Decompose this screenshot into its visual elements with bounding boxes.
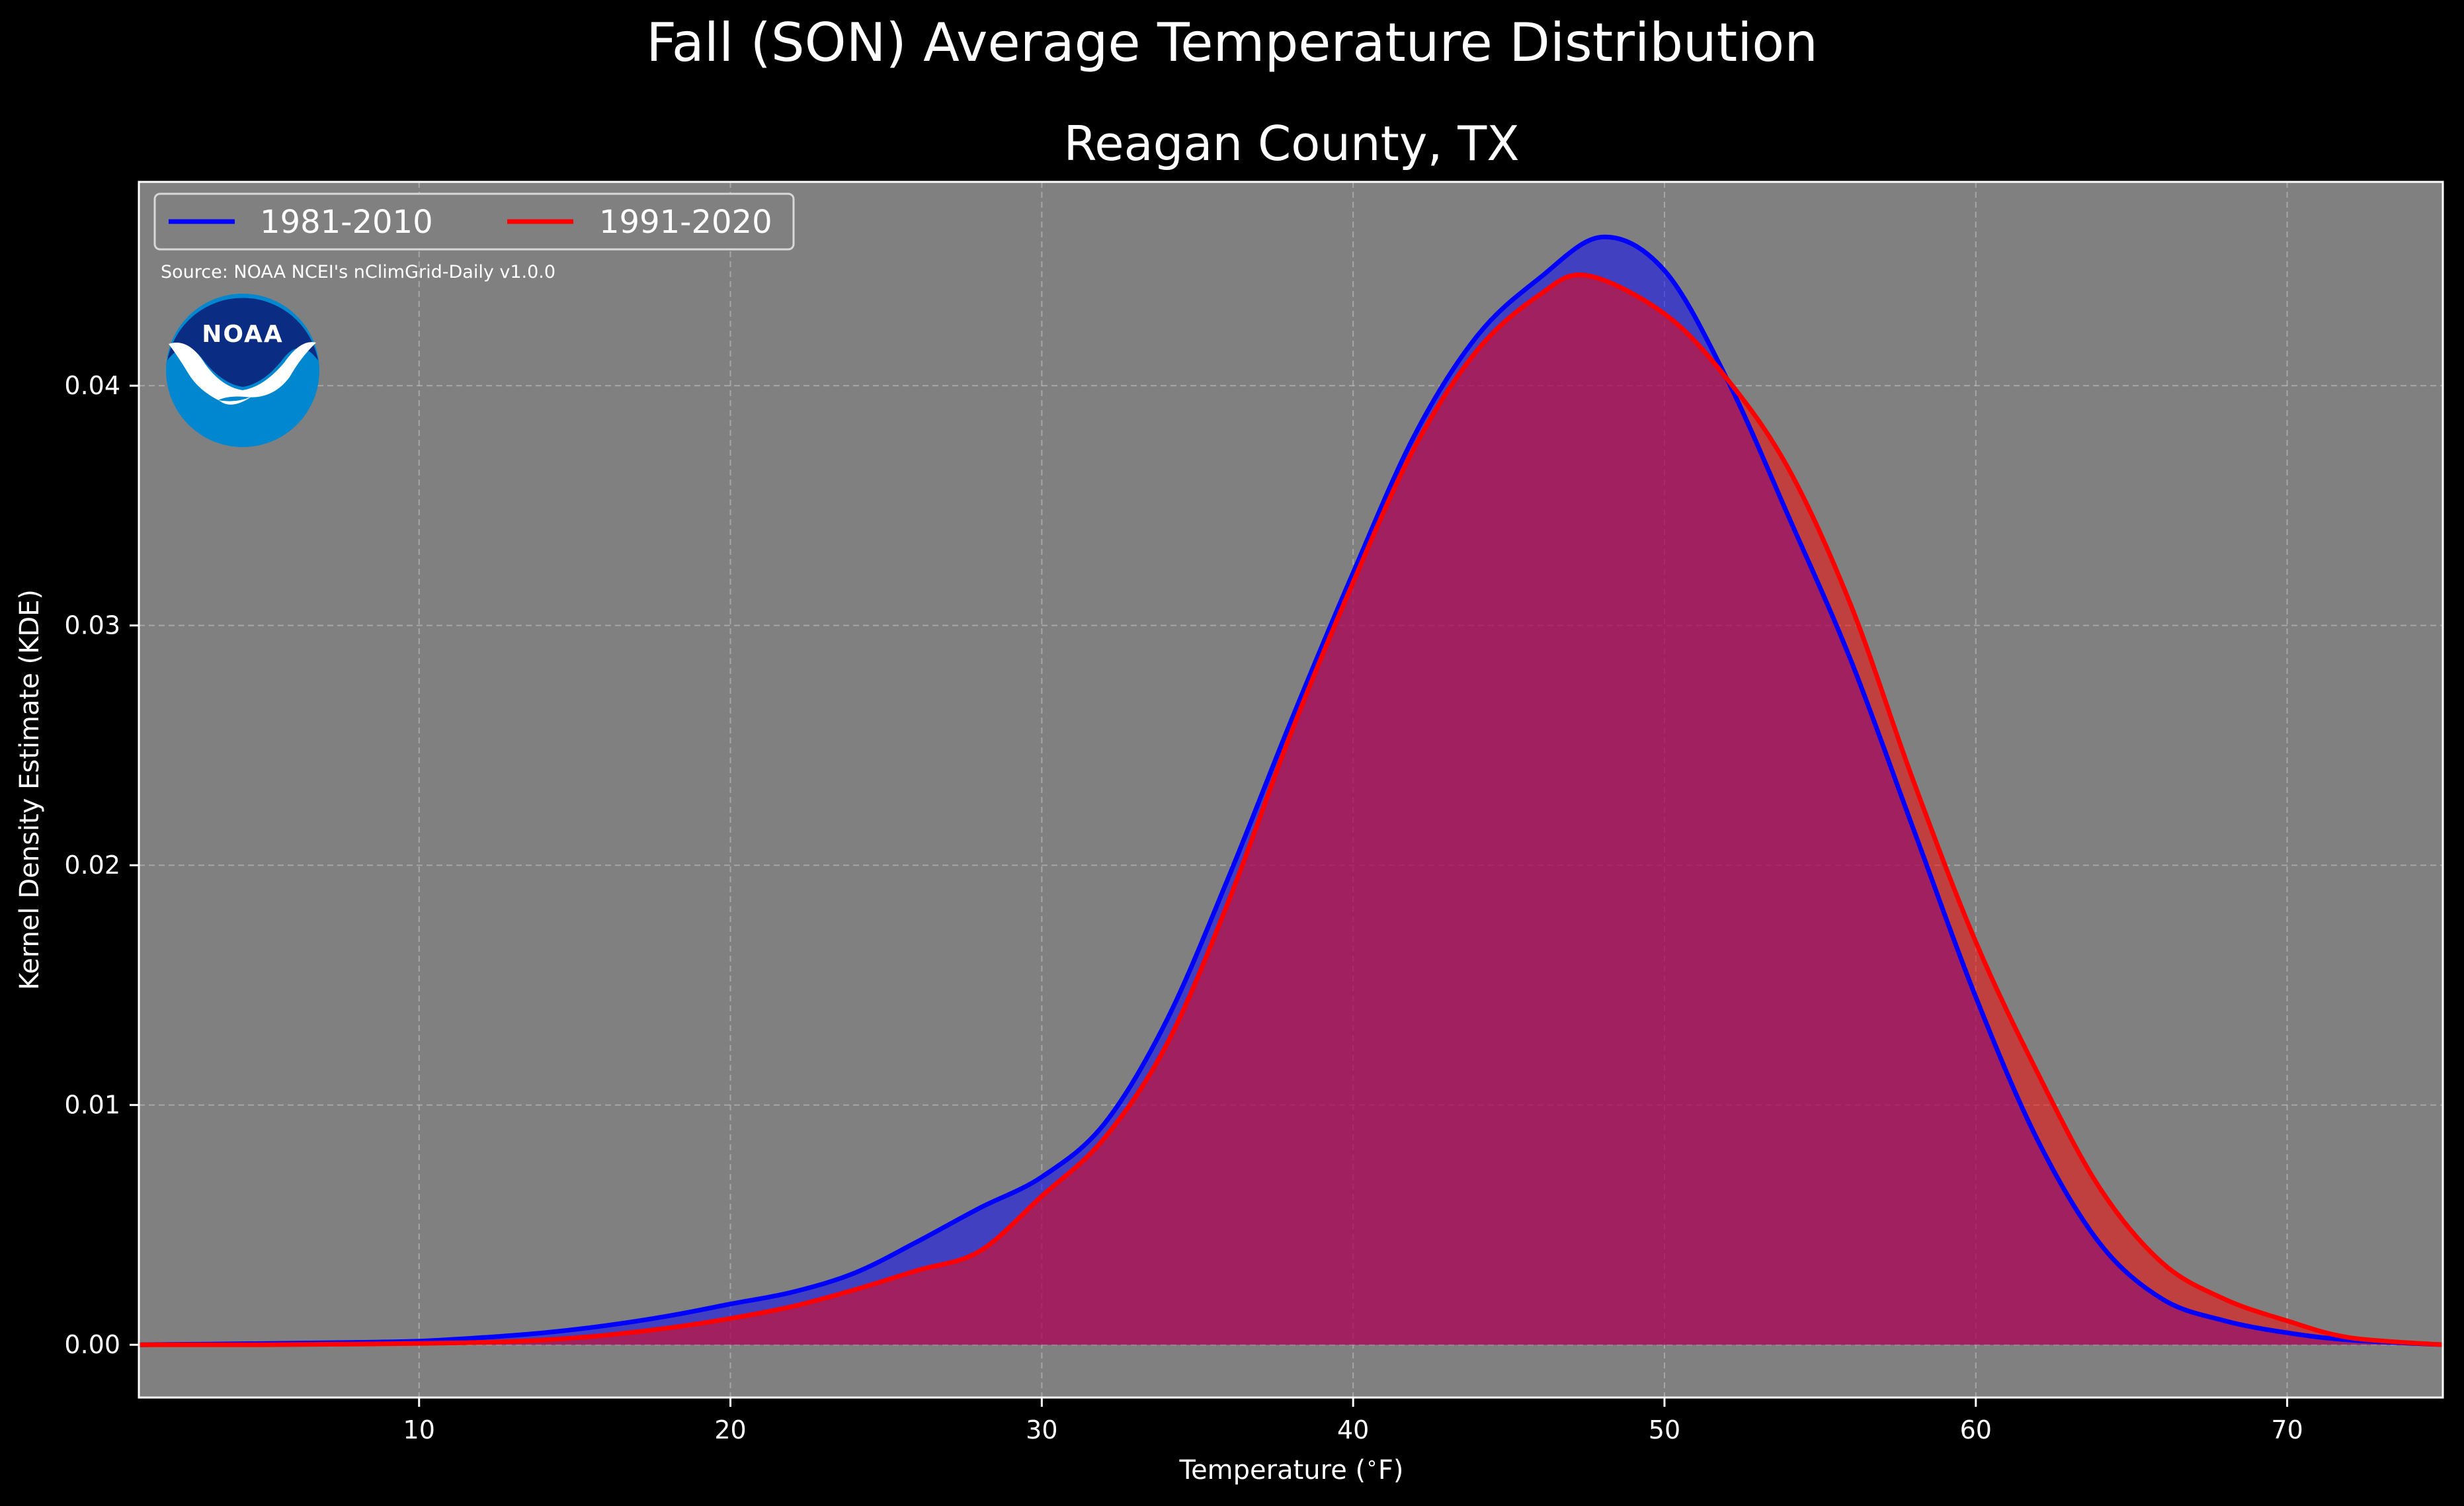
density-fill-1991-2020	[139, 274, 2443, 1345]
y-axis-ticks: 0.00 0.01 0.02 0.03 0.04	[64, 371, 139, 1359]
x-axis-label: Temperature (∘F)	[1178, 1452, 1403, 1485]
legend-label-1991-2020: 1991-2020	[599, 204, 772, 241]
noaa-logo: NOAA	[166, 294, 319, 447]
y-tick-label: 0.02	[64, 851, 120, 880]
chart-subtitle: Reagan County, TX	[1063, 116, 1519, 171]
plot-frame	[138, 181, 2444, 1399]
density-line-1991-2020	[138, 272, 2443, 1347]
y-tick-label: 0.03	[64, 611, 120, 640]
legend: 1981-2010 1991-2020	[153, 192, 795, 251]
x-axis-ticks: 10 20 30 40 50 60 70	[403, 1398, 2303, 1444]
y-tick-label: 0.04	[64, 371, 120, 400]
x-tick-label: 30	[1026, 1415, 1057, 1444]
grid-lines	[139, 182, 2443, 1398]
density-lines	[138, 234, 2443, 1347]
x-tick-label: 50	[1649, 1415, 1680, 1444]
chart-suptitle: Fall (SON) Average Temperature Distribut…	[646, 12, 1818, 73]
source-note: Source: NOAA NCEI's nClimGrid-Daily v1.0…	[161, 262, 555, 282]
noaa-logo-bird	[169, 342, 316, 405]
legend-label-1981-2010: 1981-2010	[260, 204, 433, 241]
noaa-logo-top	[167, 298, 318, 387]
x-tick-label: 60	[1960, 1415, 1992, 1444]
y-axis-label: Kernel Density Estimate (KDE)	[15, 589, 45, 990]
x-tick-label: 70	[2271, 1415, 2303, 1444]
density-fills	[139, 237, 2443, 1345]
density-line-1981-2010	[138, 234, 2443, 1347]
x-tick-label: 10	[403, 1415, 435, 1444]
x-tick-label: 40	[1337, 1415, 1369, 1444]
y-tick-label: 0.00	[64, 1330, 120, 1359]
noaa-logo-text: NOAA	[202, 321, 284, 348]
y-tick-label: 0.01	[64, 1091, 120, 1120]
legend-box	[153, 192, 795, 251]
x-tick-label: 20	[714, 1415, 746, 1444]
